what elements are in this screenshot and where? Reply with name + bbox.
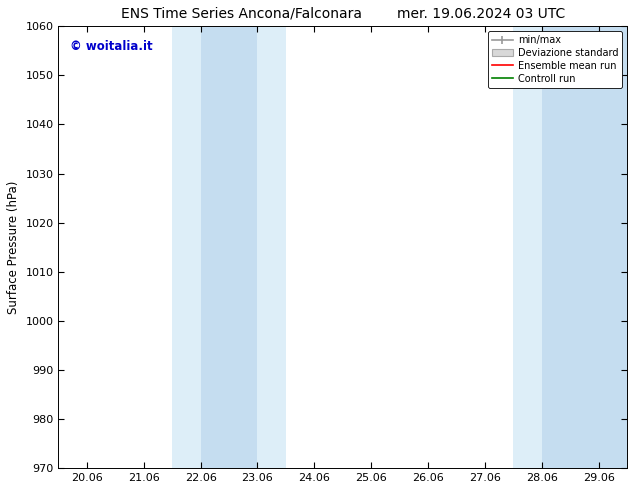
Bar [172, 26, 286, 468]
Y-axis label: Surface Pressure (hPa): Surface Pressure (hPa) [7, 180, 20, 314]
Bar [542, 26, 627, 468]
Bar [514, 26, 627, 468]
Legend: min/max, Deviazione standard, Ensemble mean run, Controll run: min/max, Deviazione standard, Ensemble m… [488, 31, 622, 88]
Bar [200, 26, 257, 468]
Title: ENS Time Series Ancona/Falconara        mer. 19.06.2024 03 UTC: ENS Time Series Ancona/Falconara mer. 19… [120, 7, 565, 21]
Text: © woitalia.it: © woitalia.it [70, 40, 153, 52]
